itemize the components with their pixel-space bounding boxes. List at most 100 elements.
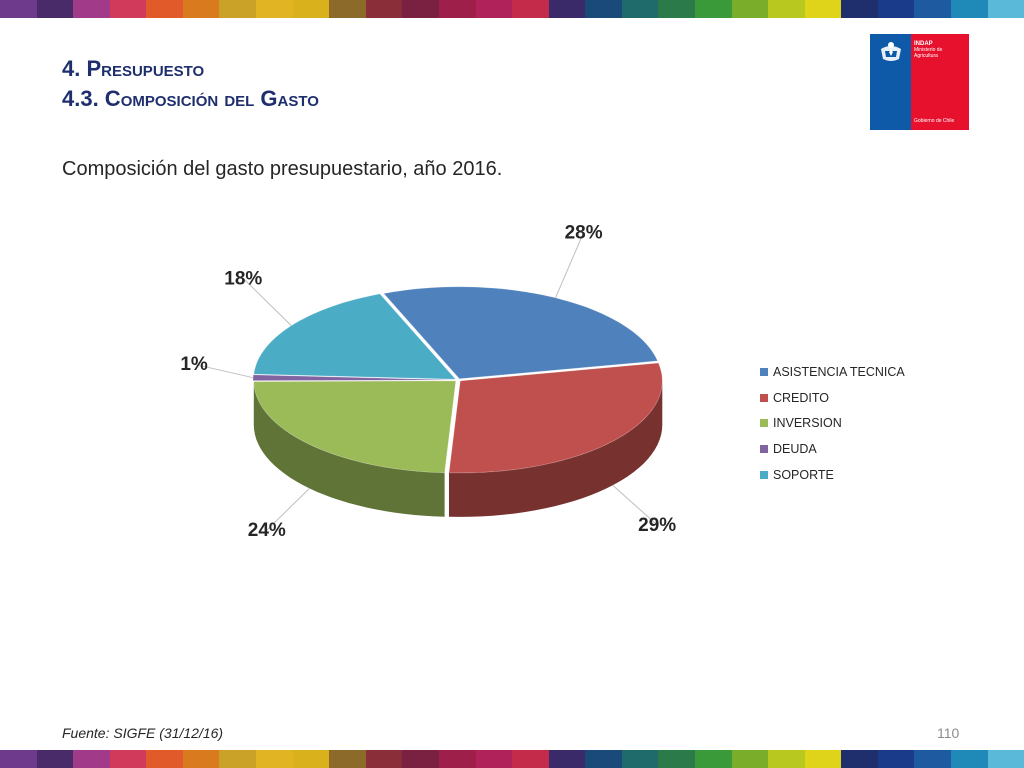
stripe-segment [256,750,293,768]
stripe-segment [256,0,293,18]
stripe-segment [438,750,476,768]
stripe-segment [365,750,403,768]
stripe-segment [36,0,74,18]
legend-item: INVERSION [760,411,905,437]
stripe-segment [621,750,659,768]
stripe-segment [841,0,878,18]
stripe-segment [109,750,147,768]
logo-name: INDAP [914,41,933,47]
legend-swatch [760,419,768,428]
header-titles: 4. Presupuesto 4.3. Composición del Gast… [62,54,319,114]
bottom-color-stripe [0,750,1024,768]
stripe-segment [951,750,988,768]
legend-item: CREDITO [760,385,905,411]
legend-swatch [760,393,768,402]
stripe-segment [402,750,439,768]
stripe-segment [585,750,622,768]
page-number: 110 [937,725,960,741]
subsection-title: 4.3. Composición del Gasto [62,86,319,111]
legend-label: CREDITO [773,390,830,405]
stripe-segment [73,750,110,768]
legend-item: DEUDA [760,436,905,462]
legend-label: DEUDA [773,442,817,457]
pie-data-label: 28% [565,223,603,244]
stripe-segment [438,0,476,18]
stripe-segment [987,750,1024,768]
stripe-segment [914,750,952,768]
stripe-segment [292,750,330,768]
pie-leader-line [612,484,658,526]
stripe-segment [987,0,1024,18]
legend-swatch [760,445,768,454]
stripe-segment [804,750,842,768]
stripe-segment [0,750,37,768]
pie-side-inversion [253,381,445,517]
top-color-stripe [0,0,1024,18]
chart-legend: ASISTENCIA TECNICA CREDITO INVERSION DEUDA S… [760,359,905,488]
logo-government: Gobierno de Chile [911,118,969,130]
chart-subtitle: Composición del gasto presupuestario, añ… [62,158,503,180]
pie-data-label: 29% [638,515,676,536]
stripe-segment [109,0,147,18]
stripe-segment [694,750,732,768]
stripe-segment [914,0,952,18]
stripe-segment [329,750,366,768]
stripe-segment [658,0,695,18]
pie-data-label: 1% [180,354,208,375]
stripe-segment [548,750,586,768]
stripe-segment [292,0,330,18]
pie-slice-inversion [253,380,457,474]
stripe-segment [182,750,220,768]
stripe-segment [365,0,403,18]
coat-of-arms-icon [880,42,901,61]
legend-item: SOPORTE [760,462,905,488]
section-title: 4. Presupuesto [62,56,205,81]
source-note: Fuente: SIGFE (31/12/16) [62,725,224,741]
stripe-segment [877,0,915,18]
stripe-segment [768,750,805,768]
logo-ministry-line2: Agricultura [914,53,938,59]
logo-blue-panel [870,34,911,130]
legend-label: SOPORTE [773,468,834,483]
legend-label: ASISTENCIA TECNICA [773,364,905,379]
pie-data-label: 18% [224,268,262,289]
legend-swatch [760,367,768,376]
stripe-segment [585,0,622,18]
stripe-segment [694,0,732,18]
stripe-segment [219,750,257,768]
stripe-segment [36,750,74,768]
legend-label: INVERSION [773,416,842,431]
pie-leader-line [266,488,310,531]
stripe-segment [804,0,842,18]
pie-leader-line [193,363,254,379]
pie-slice-credito [448,362,663,474]
legend-item: ASISTENCIA TECNICA [760,359,905,385]
stripe-segment [73,0,110,18]
stripe-segment [841,750,878,768]
stripe-segment [951,0,988,18]
indap-logo: INDAP Ministerio de Agricultura Gobierno… [870,34,969,130]
stripe-segment [658,750,695,768]
stripe-segment [182,0,220,18]
stripe-segment [731,750,769,768]
logo-red-panel: INDAP Ministerio de Agricultura [911,34,969,118]
stripe-segment [475,750,513,768]
stripe-segment [548,0,586,18]
stripe-segment [768,0,805,18]
stripe-segment [0,0,37,18]
stripe-segment [146,750,183,768]
stripe-segment [731,0,769,18]
legend-swatch [760,471,768,480]
pie-leader-line [555,232,585,299]
stripe-segment [877,750,915,768]
logo-ministry-line1: Ministerio de [914,47,943,53]
pie-data-label: 24% [248,520,286,541]
pie-leader-line [242,278,292,326]
stripe-segment [146,0,183,18]
stripe-segment [512,0,549,18]
stripe-segment [512,750,549,768]
stripe-segment [219,0,257,18]
pie-side-credito [449,380,663,517]
stripe-segment [402,0,439,18]
